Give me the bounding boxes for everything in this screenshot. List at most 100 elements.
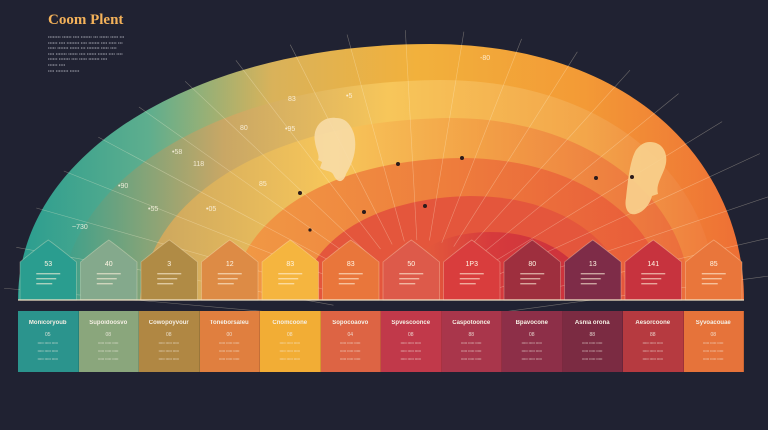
card-title: Sopocoaovo — [332, 320, 369, 326]
card-3: Toneborsaleu 00 ••••• ••••• ••••• ••••• •••… — [199, 311, 260, 372]
card-9: Asnia orona 88 ••••• ••••• ••••• ••••• ••••… — [562, 311, 623, 372]
arc-label: •58 — [172, 149, 182, 156]
petal-text-line — [580, 273, 605, 275]
petal-text-line — [399, 278, 420, 280]
intro-line: •••••• •••• — [48, 61, 66, 67]
card-desc-line: ••••• ••••• ••••• — [219, 349, 240, 353]
petal-label: 12 — [226, 261, 234, 268]
card-1: Supoidoosvo 08 ••••• ••••• ••••• ••••• ••••… — [78, 311, 139, 372]
petal-text-line — [278, 273, 303, 275]
card-desc-line: ••••• ••••• ••••• — [158, 349, 179, 353]
petal-9 — [564, 239, 622, 301]
card-2: Cowopoyvour 08 ••••• ••••• ••••• ••••• ••••… — [139, 311, 200, 372]
petal-label: 13 — [589, 261, 597, 268]
petal-1 — [80, 239, 138, 301]
card-title: Asnia orona — [574, 320, 610, 326]
petal-text-line — [520, 283, 537, 285]
petal-text-line — [278, 283, 295, 285]
card-desc-line: ••••• ••••• ••••• — [642, 349, 663, 353]
intro-line: •••••• •••• •••••••• •••• ••••••• •••• •… — [48, 39, 123, 45]
card-desc-line: ••••• ••••• ••••• — [158, 341, 179, 345]
grid-line — [429, 31, 465, 241]
petal-label: 141 — [647, 261, 659, 268]
petal-label: 83 — [286, 261, 294, 268]
arc-label: •95 — [285, 126, 295, 133]
arc-label: •90 — [118, 183, 128, 190]
card-desc-line: ••••• ••••• ••••• — [219, 357, 240, 361]
petal-text-line — [338, 278, 359, 280]
card-8: Bpavocone 08 ••••• ••••• ••••• ••••• ••••• … — [502, 311, 563, 372]
card-desc-line: ••••• ••••• ••••• — [400, 349, 421, 353]
grid-line — [235, 60, 381, 250]
card-desc-line: ••••• ••••• ••••• — [400, 341, 421, 345]
arc-labels: ~730 •90 •58 118 •55 •05 •95 80 83 -80 •5 85 — [72, 55, 490, 231]
petal-text-line — [96, 283, 113, 285]
petal-8 — [503, 239, 561, 301]
petal-text-line — [459, 283, 476, 285]
petal-3 — [201, 239, 259, 301]
card-title: Aesorcoone — [635, 320, 671, 326]
card-desc-line: ••••• ••••• ••••• — [461, 357, 482, 361]
petal-text-line — [338, 283, 355, 285]
petal-text-line — [641, 273, 666, 275]
intro-text: •••••••• •••••• •••• ••••••• ••• •••••• … — [48, 34, 198, 73]
grid-line — [464, 69, 631, 253]
petal-6 — [382, 239, 440, 301]
card-7: Caspotoonce 88 ••••• ••••• ••••• ••••• ••••… — [441, 311, 502, 372]
card-number: 88 — [589, 332, 596, 338]
arc-label: 118 — [193, 161, 204, 168]
card-desc-line: ••••• ••••• ••••• — [219, 341, 240, 345]
grid-line — [405, 30, 418, 241]
grid-line — [484, 121, 723, 268]
arc-label: 85 — [259, 181, 267, 188]
petal-text-line — [701, 278, 722, 280]
petal-text-line — [520, 278, 541, 280]
card-desc-line: ••••• ••••• ••••• — [521, 341, 542, 345]
petal-text-line — [399, 283, 416, 285]
grid-line — [441, 38, 522, 243]
petal-text-line — [157, 273, 182, 275]
page-title: Coom Plent — [48, 12, 124, 28]
card-title: Supoidoosvo — [89, 320, 128, 326]
card-number: 08 — [286, 332, 293, 338]
petal-text-line — [157, 283, 174, 285]
petal-label: 85 — [710, 261, 718, 268]
grid-line — [346, 34, 405, 242]
card-10: Aesorcoone 88 ••••• ••••• ••••• ••••• •••••… — [623, 311, 684, 372]
petal-text-line — [701, 273, 726, 275]
intro-line: •••••••• •••••• •••• ••••••• ••• •••••• … — [48, 34, 125, 39]
card-number: 08 — [407, 332, 414, 338]
card-title: Toneborsaleu — [209, 320, 249, 326]
arc-label: ~730 — [72, 224, 88, 231]
card-desc-line: ••••• ••••• ••••• — [37, 357, 58, 361]
arc-label: -80 — [480, 55, 490, 62]
card-desc-line: ••••• ••••• ••••• — [98, 349, 119, 353]
card-number: 00 — [226, 332, 233, 338]
card-desc-line: ••••• ••••• ••••• — [582, 349, 603, 353]
face-silhouette-right-icon — [625, 142, 667, 215]
card-desc-line: ••••• ••••• ••••• — [461, 349, 482, 353]
card-title: Monicoryoub — [28, 320, 67, 326]
card-title: Bpavocone — [515, 320, 548, 326]
petal-text-line — [459, 278, 480, 280]
petal-7 — [443, 239, 501, 301]
card-title: Syvoacouae — [695, 320, 731, 326]
card-desc-line: ••••• ••••• ••••• — [461, 341, 482, 345]
card-0: Monicoryoub 05 ••••• ••••• ••••• ••••• ••••… — [18, 311, 79, 372]
petal-text-line — [641, 278, 662, 280]
petal-label: 80 — [528, 261, 536, 268]
petal-row: 53 40 3 12 83 83 50 1P3 80 13 141 85 — [19, 239, 743, 301]
arc-label: •05 — [206, 206, 216, 213]
petal-text-line — [36, 278, 57, 280]
card-number: 88 — [649, 332, 656, 338]
petal-text-line — [278, 278, 299, 280]
card-desc-line: ••••• ••••• ••••• — [703, 349, 724, 353]
card-strip: Monicoryoub 05 ••••• ••••• ••••• ••••• ••••… — [18, 311, 744, 372]
petal-text-line — [96, 273, 121, 275]
intro-line: •••• •••••••• •••••• — [48, 67, 80, 73]
card-desc-line: ••••• ••••• ••••• — [582, 341, 603, 345]
arc-label: •5 — [346, 93, 352, 100]
card-number: 08 — [105, 332, 112, 338]
card-desc-line: ••••• ••••• ••••• — [703, 357, 724, 361]
arc-label: 83 — [288, 96, 296, 103]
